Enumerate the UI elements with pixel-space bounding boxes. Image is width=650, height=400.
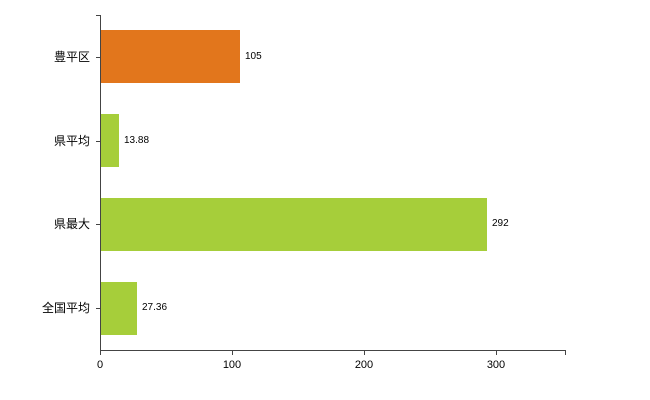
x-tick — [100, 350, 101, 355]
x-tick-label: 200 — [354, 359, 374, 371]
x-tick-label: 300 — [486, 359, 506, 371]
bar-2 — [101, 198, 487, 251]
category-label: 県最大 — [53, 217, 90, 231]
category-label: 県平均 — [53, 134, 90, 148]
y-tick — [96, 308, 100, 309]
bar-value-label: 13.88 — [124, 135, 150, 146]
x-axis — [100, 350, 565, 351]
x-tick — [496, 350, 497, 355]
y-tick — [96, 57, 100, 58]
y-tick — [96, 224, 100, 225]
x-tick-label: 100 — [222, 359, 242, 371]
y-axis-top-tick — [96, 15, 100, 16]
x-axis-end-tick — [565, 350, 566, 355]
bar-value-label: 292 — [492, 218, 509, 229]
category-label: 全国平均 — [41, 301, 90, 315]
x-tick — [364, 350, 365, 355]
bar-0 — [101, 30, 240, 83]
category-label: 豊平区 — [53, 50, 90, 64]
y-axis — [100, 15, 101, 351]
y-tick — [96, 141, 100, 142]
bar-value-label: 105 — [245, 51, 262, 62]
x-tick — [232, 350, 233, 355]
bar-value-label: 27.36 — [142, 302, 168, 313]
bar-3 — [101, 282, 137, 335]
x-tick-label: 0 — [96, 359, 104, 371]
bar-1 — [101, 114, 119, 167]
